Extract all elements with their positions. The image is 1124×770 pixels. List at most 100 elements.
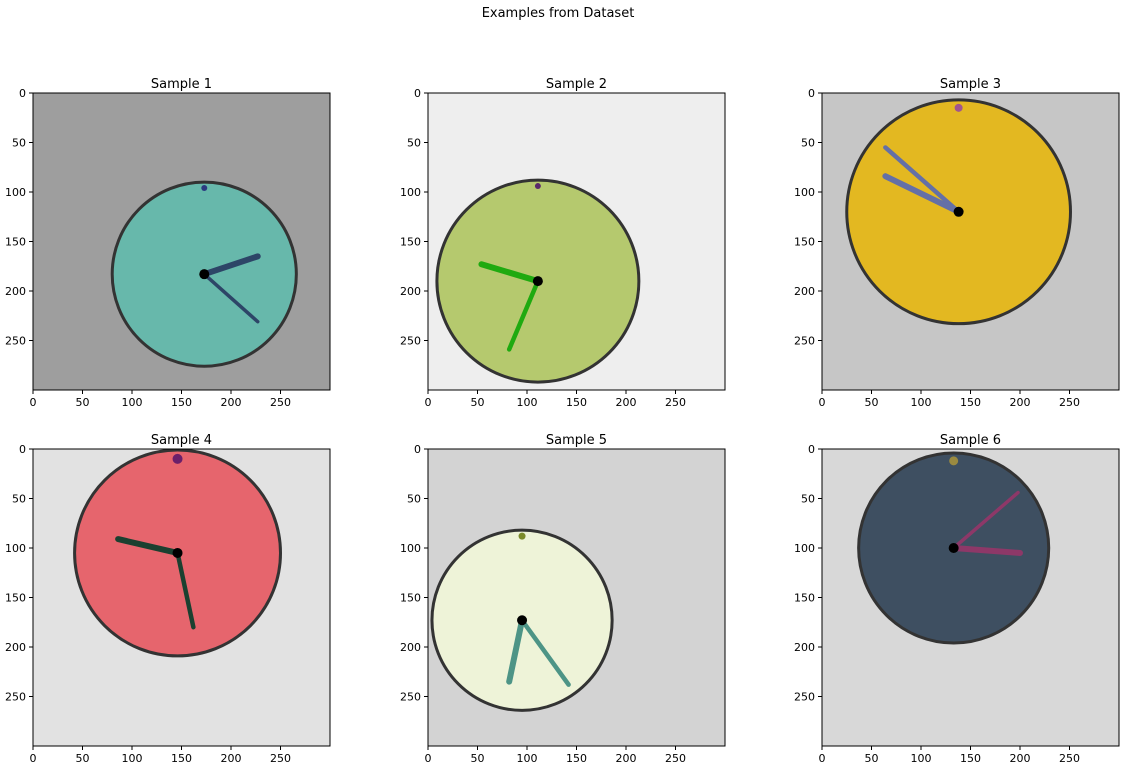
y-tick-label: 50	[12, 137, 26, 150]
twelve-marker	[534, 183, 541, 190]
y-tick-label: 50	[801, 137, 815, 150]
y-tick-label: 200	[400, 285, 421, 298]
x-tick-label: 0	[819, 752, 826, 765]
clock-image	[110, 180, 298, 368]
y-tick-label: 150	[794, 236, 815, 249]
x-tick-label: 50	[865, 752, 879, 765]
y-tick-label: 250	[400, 335, 421, 348]
y-tick-label: 250	[5, 691, 26, 704]
x-tick-label: 50	[76, 396, 90, 409]
x-tick-label: 150	[960, 752, 981, 765]
center-pivot	[948, 543, 959, 553]
x-tick-label: 250	[1059, 752, 1080, 765]
x-tick-label: 100	[122, 752, 143, 765]
y-tick-label: 100	[400, 542, 421, 555]
x-tick-label: 150	[566, 396, 587, 409]
x-tick-label: 50	[865, 396, 879, 409]
y-tick-label: 50	[407, 493, 421, 506]
y-tick-label: 100	[5, 542, 26, 555]
center-pivot	[199, 269, 210, 280]
y-tick-label: 200	[5, 285, 26, 298]
y-tick-label: 200	[400, 641, 421, 654]
x-tick-label: 250	[270, 752, 291, 765]
x-tick-label: 200	[1010, 752, 1031, 765]
x-tick-label: 100	[122, 396, 143, 409]
y-tick-label: 0	[19, 443, 26, 456]
y-tick-label: 0	[808, 443, 815, 456]
center-pivot	[517, 615, 528, 626]
twelve-marker	[949, 456, 959, 466]
x-tick-label: 100	[517, 396, 538, 409]
x-tick-label: 0	[425, 752, 432, 765]
hour-hand	[115, 536, 181, 556]
hour-hand	[201, 253, 261, 278]
hour-hand	[506, 617, 526, 685]
hour-hand	[950, 545, 1023, 556]
x-tick-label: 0	[819, 396, 826, 409]
y-tick-label: 0	[414, 443, 421, 456]
subplot-4: Sample 4 0 50 100 150 200 250 0 50 100 150 200 250	[5, 433, 331, 765]
x-tick-label: 250	[1059, 396, 1080, 409]
clock-image	[73, 449, 282, 658]
subplot-title: Sample 1	[151, 77, 212, 92]
figure-suptitle: Examples from Dataset	[482, 6, 635, 21]
subplot-3: Sample 3 0 50 100 150 200 250 0 50 100 150 200 250	[794, 77, 1120, 409]
x-tick-label: 250	[665, 396, 686, 409]
x-tick-label: 0	[425, 396, 432, 409]
minute-hand	[519, 618, 571, 687]
center-pivot	[532, 276, 543, 287]
y-tick-label: 250	[794, 691, 815, 704]
clock-image	[435, 178, 641, 384]
clock-image	[430, 528, 614, 712]
y-tick-label: 0	[414, 87, 421, 100]
y-tick-label: 200	[5, 641, 26, 654]
subplot-5: Sample 5 0 50 100 150 200 250 0 50 100 150 200 250	[400, 433, 726, 765]
subplot-title: Sample 4	[151, 433, 212, 448]
x-tick-label: 200	[616, 752, 637, 765]
y-tick-label: 100	[400, 186, 421, 199]
y-tick-label: 250	[5, 335, 26, 348]
y-tick-label: 50	[801, 493, 815, 506]
twelve-marker	[201, 185, 208, 192]
x-tick-label: 200	[221, 752, 242, 765]
x-tick-label: 100	[517, 752, 538, 765]
x-tick-label: 150	[171, 752, 192, 765]
clock-image	[845, 98, 1072, 326]
x-tick-label: 50	[471, 396, 485, 409]
hour-hand	[478, 261, 541, 285]
x-tick-label: 200	[616, 396, 637, 409]
subplot-title: Sample 3	[940, 77, 1001, 92]
subplot-2: Sample 2 0 50 100 150 200 250 0 50 100 150 200 250	[400, 77, 726, 409]
y-tick-label: 50	[407, 137, 421, 150]
x-tick-label: 150	[171, 396, 192, 409]
panels-container: Sample 1 0 50 100 150 200 250 0 50 100 150 200 250 Sa…	[5, 77, 1120, 765]
minute-hand	[883, 145, 961, 215]
minute-hand	[506, 278, 541, 352]
minute-hand	[202, 272, 260, 324]
twelve-marker	[518, 532, 526, 540]
y-tick-label: 150	[400, 592, 421, 605]
subplot-title: Sample 6	[940, 433, 1001, 448]
x-tick-label: 250	[270, 396, 291, 409]
x-tick-label: 150	[566, 752, 587, 765]
y-tick-label: 100	[794, 542, 815, 555]
subplot-6: Sample 6 0 50 100 150 200 250 0 50 100 150 200 250	[794, 433, 1120, 765]
twelve-marker	[954, 103, 963, 112]
x-tick-label: 0	[30, 752, 37, 765]
x-tick-label: 150	[960, 396, 981, 409]
x-tick-label: 0	[30, 396, 37, 409]
y-tick-label: 250	[794, 335, 815, 348]
x-tick-label: 250	[665, 752, 686, 765]
subplot-1: Sample 1 0 50 100 150 200 250 0 50 100 150 200 250	[5, 77, 331, 409]
y-tick-label: 150	[400, 236, 421, 249]
y-tick-label: 0	[808, 87, 815, 100]
x-tick-label: 200	[1010, 396, 1031, 409]
minute-hand	[175, 550, 196, 630]
twelve-marker	[172, 453, 183, 464]
center-pivot	[172, 547, 183, 558]
y-tick-label: 100	[5, 186, 26, 199]
x-tick-label: 200	[221, 396, 242, 409]
minute-hand	[951, 490, 1020, 550]
y-tick-label: 150	[5, 236, 26, 249]
